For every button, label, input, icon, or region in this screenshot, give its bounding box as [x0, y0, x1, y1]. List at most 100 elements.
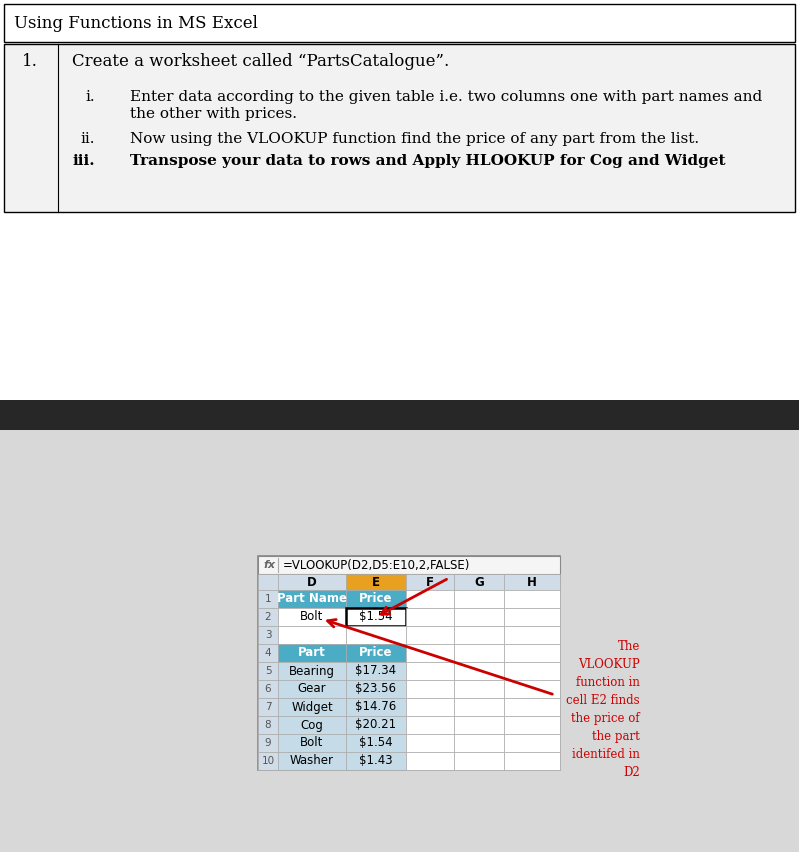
- Bar: [278, 644, 346, 662]
- Bar: [278, 752, 346, 770]
- Bar: [346, 644, 406, 662]
- Text: fx: fx: [263, 560, 275, 570]
- Bar: [0, 400, 799, 430]
- Bar: [278, 590, 346, 608]
- Text: G: G: [474, 575, 484, 589]
- Text: Using Functions in MS Excel: Using Functions in MS Excel: [14, 14, 258, 32]
- Text: 2: 2: [264, 612, 272, 622]
- Bar: [504, 752, 560, 770]
- Bar: [454, 716, 504, 734]
- Bar: [454, 574, 504, 590]
- Text: iii.: iii.: [73, 154, 95, 168]
- Text: Transpose your data to rows and Apply HLOOKUP for Cog and Widget: Transpose your data to rows and Apply HL…: [130, 154, 725, 168]
- Bar: [278, 716, 346, 734]
- Text: ii.: ii.: [81, 132, 95, 146]
- Bar: [346, 590, 406, 608]
- Bar: [258, 734, 278, 752]
- Text: 6: 6: [264, 684, 272, 694]
- Bar: [454, 752, 504, 770]
- Bar: [278, 608, 346, 626]
- Bar: [278, 698, 346, 716]
- Text: 7: 7: [264, 702, 272, 712]
- Bar: [406, 662, 454, 680]
- Bar: [504, 644, 560, 662]
- Bar: [454, 626, 504, 644]
- Bar: [258, 590, 278, 608]
- Bar: [406, 680, 454, 698]
- Bar: [258, 556, 560, 574]
- Bar: [504, 626, 560, 644]
- Bar: [504, 716, 560, 734]
- Bar: [504, 734, 560, 752]
- Text: i.: i.: [85, 90, 95, 104]
- Bar: [258, 716, 278, 734]
- Bar: [346, 608, 406, 626]
- Text: Bolt: Bolt: [300, 611, 324, 624]
- Text: The
VLOOKUP
function in
cell E2 finds
the price of
the part
identifed in
D2: The VLOOKUP function in cell E2 finds th…: [566, 640, 640, 779]
- Text: 9: 9: [264, 738, 272, 748]
- Bar: [406, 626, 454, 644]
- Bar: [258, 608, 278, 626]
- Bar: [454, 680, 504, 698]
- Text: Widget: Widget: [291, 700, 333, 713]
- Bar: [278, 734, 346, 752]
- Bar: [504, 590, 560, 608]
- Bar: [406, 590, 454, 608]
- Bar: [454, 644, 504, 662]
- Bar: [346, 574, 406, 590]
- Text: $1.54: $1.54: [360, 736, 393, 750]
- Bar: [278, 662, 346, 680]
- Bar: [346, 662, 406, 680]
- Bar: [258, 556, 560, 770]
- Text: $1.43: $1.43: [360, 755, 393, 768]
- Bar: [278, 574, 346, 590]
- Bar: [278, 680, 346, 698]
- Bar: [346, 626, 406, 644]
- Bar: [346, 680, 406, 698]
- Bar: [258, 644, 278, 662]
- Bar: [406, 608, 454, 626]
- Bar: [258, 626, 278, 644]
- Text: $17.34: $17.34: [356, 665, 396, 677]
- Bar: [346, 752, 406, 770]
- Text: H: H: [527, 575, 537, 589]
- Text: Bolt: Bolt: [300, 736, 324, 750]
- Bar: [346, 716, 406, 734]
- Text: Part: Part: [298, 647, 326, 659]
- Text: Bearing: Bearing: [289, 665, 335, 677]
- Bar: [258, 680, 278, 698]
- Text: E: E: [372, 575, 380, 589]
- Text: 10: 10: [261, 756, 275, 766]
- Bar: [454, 608, 504, 626]
- Text: 1.: 1.: [22, 54, 38, 71]
- Text: $20.21: $20.21: [356, 718, 396, 732]
- Bar: [278, 626, 346, 644]
- Bar: [406, 574, 454, 590]
- Text: $1.54: $1.54: [360, 611, 393, 624]
- Bar: [406, 644, 454, 662]
- Text: $14.76: $14.76: [356, 700, 396, 713]
- Bar: [406, 734, 454, 752]
- Text: Part Name: Part Name: [277, 592, 347, 606]
- Bar: [454, 662, 504, 680]
- Bar: [454, 734, 504, 752]
- Bar: [454, 590, 504, 608]
- Bar: [258, 662, 278, 680]
- Text: F: F: [426, 575, 434, 589]
- Bar: [504, 680, 560, 698]
- Text: Washer: Washer: [290, 755, 334, 768]
- Bar: [504, 698, 560, 716]
- Bar: [406, 716, 454, 734]
- Bar: [346, 698, 406, 716]
- Bar: [4, 4, 795, 42]
- Bar: [406, 698, 454, 716]
- Bar: [406, 752, 454, 770]
- Text: =VLOOKUP(D2,D5:E10,2,FALSE): =VLOOKUP(D2,D5:E10,2,FALSE): [283, 559, 471, 572]
- Text: 1: 1: [264, 594, 272, 604]
- Bar: [4, 44, 795, 212]
- Text: $23.56: $23.56: [356, 682, 396, 695]
- Text: Price: Price: [360, 592, 393, 606]
- Text: the other with prices.: the other with prices.: [130, 107, 297, 121]
- Text: Cog: Cog: [300, 718, 324, 732]
- Text: 4: 4: [264, 648, 272, 658]
